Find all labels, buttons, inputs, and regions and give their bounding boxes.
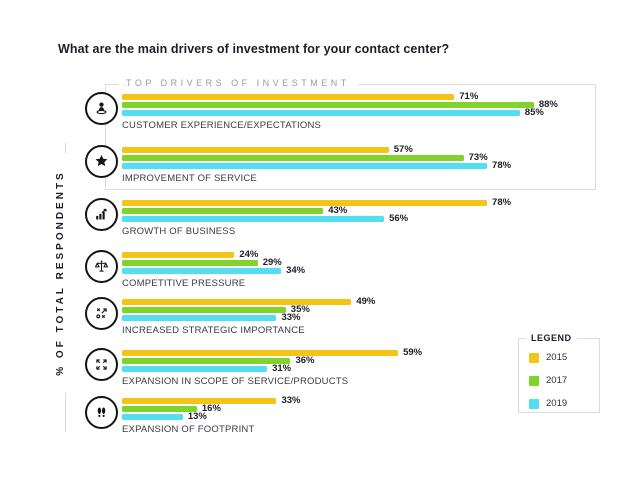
bar-2015: 33% — [122, 395, 301, 406]
bar-value-label: 29% — [262, 257, 282, 268]
bar-2019: 31% — [122, 363, 422, 374]
legend-year-label: 2015 — [546, 352, 568, 363]
legend: LEGEND 2015 2017 2019 — [518, 333, 600, 413]
bar-2015: 59% — [122, 347, 423, 358]
category-row-improvement-of-service: 57% 73% 78% IMPROVEMENT OF SERVICE — [85, 144, 512, 184]
bar-value-label: 33% — [281, 395, 301, 406]
footprints-icon — [85, 396, 118, 429]
category-row-customer-experience: 71% 88% 85% CUSTOMER EXPERIENCE/EXPECTAT… — [85, 91, 558, 131]
person-on-pedestal-icon — [85, 92, 118, 125]
bar-value-label: 56% — [389, 213, 409, 224]
bar-2017: 29% — [122, 257, 305, 268]
bar-2019: 33% — [122, 312, 375, 323]
category-label: IMPROVEMENT OF SERVICE — [122, 173, 257, 184]
bar-value-label: 88% — [538, 99, 558, 110]
legend-title: LEGEND — [526, 333, 577, 343]
bar-2017: 35% — [122, 304, 375, 315]
bar-value-label: 71% — [459, 91, 479, 102]
category-row-growth-of-business: 78% 43% 56% GROWTH OF BUSINESS — [85, 197, 512, 237]
category-label: COMPETITIVE PRESSURE — [122, 278, 246, 289]
bar-value-label: 31% — [272, 363, 292, 374]
bar-group: 24% 29% 34% — [122, 249, 306, 276]
category-row-competitive-pressure: 24% 29% 34% COMPETITIVE PRESSURE — [85, 249, 306, 289]
bar-2017: 16% — [122, 403, 300, 414]
bar-2017: 43% — [122, 205, 511, 216]
bar-2019: 13% — [122, 411, 300, 422]
legend-swatch-2019 — [529, 398, 539, 409]
top-drivers-label: TOP DRIVERS OF INVESTMENT — [118, 78, 358, 88]
bar-2019: 78% — [122, 160, 512, 171]
bar-2019: 56% — [122, 213, 511, 224]
legend-swatch-2015 — [529, 352, 539, 363]
bar-value-label: 36% — [295, 355, 315, 366]
bar-2015: 24% — [122, 249, 305, 260]
bar-value-label: 85% — [524, 107, 544, 118]
bar-value-label: 16% — [201, 403, 221, 414]
bar-value-label: 49% — [356, 296, 376, 307]
top-drivers-group-box: TOP DRIVERS OF INVESTMENT — [105, 78, 596, 190]
legend-swatch-2017 — [529, 375, 539, 386]
bar-2019: 34% — [122, 265, 306, 276]
strategy-icon — [85, 297, 118, 330]
balance-scales-icon — [85, 250, 118, 283]
bar-group: 78% 43% 56% — [122, 197, 512, 224]
bar-value-label: 35% — [290, 304, 310, 315]
category-label: GROWTH OF BUSINESS — [122, 226, 236, 237]
chart-title: What are the main drivers of investment … — [58, 42, 450, 56]
category-row-increased-strategic-importance: 49% 35% 33% INCREASED STRATEGIC IMPORTAN… — [85, 296, 376, 336]
category-row-expansion-in-scope: 59% 36% 31% EXPANSION IN SCOPE OF SERVIC… — [85, 347, 423, 387]
legend-item-2015: 2015 — [529, 352, 599, 363]
expand-arrows-icon — [85, 348, 118, 381]
legend-year-label: 2019 — [546, 398, 568, 409]
bar-value-label: 33% — [281, 312, 301, 323]
growth-chart-icon — [85, 198, 118, 231]
bar-value-label: 43% — [328, 205, 348, 216]
category-label: EXPANSION OF FOOTPRINT — [122, 424, 255, 435]
bar-value-label: 73% — [468, 152, 488, 163]
bar-2015: 71% — [122, 91, 558, 102]
legend-item-2017: 2017 — [529, 375, 599, 386]
bar-2015: 57% — [122, 144, 511, 155]
category-label: EXPANSION IN SCOPE OF SERVICE/PRODUCTS — [122, 376, 349, 387]
bar-2015: 49% — [122, 296, 376, 307]
bar-value-label: 78% — [492, 197, 512, 208]
bar-2019: 85% — [122, 107, 558, 118]
bar-group: 33% 16% 13% — [122, 395, 301, 422]
bar-value-label: 13% — [187, 411, 207, 422]
y-axis-label: % OF TOTAL RESPONDENTS — [54, 153, 68, 393]
bar-2015: 78% — [122, 197, 512, 208]
category-row-expansion-of-footprint: 33% 16% 13% EXPANSION OF FOOTPRINT — [85, 395, 301, 435]
legend-year-label: 2017 — [546, 375, 568, 386]
bar-value-label: 78% — [492, 160, 512, 171]
bar-group: 57% 73% 78% — [122, 144, 512, 171]
bar-group: 49% 35% 33% — [122, 296, 376, 323]
bar-group: 71% 88% 85% — [122, 91, 558, 118]
bar-2017: 36% — [122, 355, 422, 366]
bar-value-label: 24% — [239, 249, 259, 260]
legend-item-2019: 2019 — [529, 398, 599, 409]
bar-group: 59% 36% 31% — [122, 347, 423, 374]
bar-2017: 73% — [122, 152, 511, 163]
bar-value-label: 34% — [286, 265, 306, 276]
bar-value-label: 57% — [393, 144, 413, 155]
star-icon — [85, 145, 118, 178]
category-label: INCREASED STRATEGIC IMPORTANCE — [122, 325, 305, 336]
bar-value-label: 59% — [403, 347, 423, 358]
category-label: CUSTOMER EXPERIENCE/EXPECTATIONS — [122, 120, 322, 131]
bar-2017: 88% — [122, 99, 558, 110]
